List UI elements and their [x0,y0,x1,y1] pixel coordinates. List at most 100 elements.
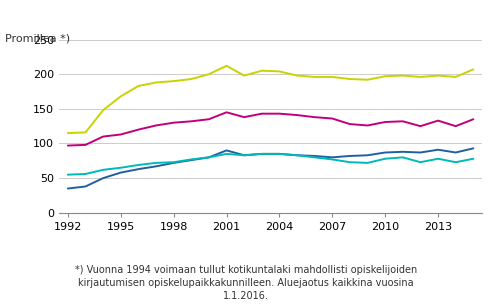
15-19 [453,151,459,154]
25-29 [382,120,388,124]
15-19 [294,154,300,157]
30-34 [382,157,388,161]
20-24 [100,109,106,112]
20-24 [223,64,229,68]
25-29 [435,119,441,123]
15-19 [277,152,282,156]
30-34 [259,152,265,156]
25-29 [294,113,300,117]
15-19 [365,154,370,157]
25-29 [329,117,335,120]
30-34 [206,156,212,159]
25-29 [470,117,476,121]
30-34 [365,161,370,165]
20-24 [153,81,159,84]
15-19 [135,167,141,171]
15-19 [470,147,476,150]
20-24 [259,69,265,73]
25-29 [153,124,159,127]
15-19 [223,149,229,152]
25-29 [347,122,353,126]
25-29 [135,128,141,131]
20-24 [329,75,335,79]
30-34 [470,157,476,161]
25-29 [312,115,318,119]
Line: 30-34: 30-34 [68,154,473,175]
20-24 [171,79,177,83]
20-24 [347,77,353,81]
30-34 [277,152,282,156]
15-19 [171,161,177,165]
25-29 [418,124,424,128]
30-34 [453,161,459,164]
15-19 [153,164,159,168]
15-19 [241,154,247,157]
15-19 [329,156,335,159]
20-24 [418,75,424,79]
25-29 [171,121,177,125]
30-34 [188,157,194,161]
25-29 [400,119,406,123]
30-34 [83,172,89,176]
Text: Promillea *): Promillea *) [5,33,70,43]
25-29 [453,124,459,128]
15-19 [206,156,212,159]
15-19 [347,154,353,158]
15-19 [118,171,123,174]
20-24 [83,131,89,134]
30-34 [118,166,123,170]
30-34 [435,157,441,161]
20-24 [135,84,141,88]
25-29 [365,124,370,127]
30-34 [223,152,229,156]
25-29 [241,115,247,119]
20-24 [400,74,406,78]
Text: *) Vuonna 1994 voimaan tullut kotikuntalaki mahdollisti opiskelijoiden
kirjautum: *) Vuonna 1994 voimaan tullut kotikuntal… [75,264,417,301]
15-19 [100,176,106,180]
25-29 [206,117,212,121]
20-24 [435,74,441,78]
25-29 [83,143,89,147]
20-24 [65,131,71,135]
25-29 [188,119,194,123]
30-34 [294,154,300,157]
25-29 [65,144,71,147]
30-34 [65,173,71,177]
15-19 [312,154,318,158]
15-19 [382,151,388,154]
15-19 [65,187,71,190]
30-34 [418,161,424,164]
30-34 [347,161,353,164]
30-34 [100,168,106,172]
30-34 [135,163,141,167]
25-29 [100,135,106,138]
25-29 [259,112,265,116]
15-19 [400,150,406,154]
30-34 [171,161,177,164]
20-24 [365,78,370,81]
20-24 [277,70,282,73]
25-29 [118,133,123,136]
20-24 [188,77,194,81]
30-34 [329,157,335,161]
15-19 [188,158,194,162]
20-24 [453,75,459,79]
30-34 [312,156,318,159]
20-24 [241,74,247,78]
15-19 [83,185,89,188]
20-24 [118,95,123,98]
15-19 [418,151,424,154]
25-29 [277,112,282,116]
Line: 25-29: 25-29 [68,112,473,146]
30-34 [241,154,247,157]
15-19 [259,152,265,156]
20-24 [382,74,388,78]
Line: 15-19: 15-19 [68,148,473,188]
20-24 [206,72,212,76]
20-24 [294,74,300,78]
15-19 [435,148,441,152]
20-24 [312,75,318,79]
30-34 [153,161,159,165]
Line: 20-24: 20-24 [68,66,473,133]
25-29 [223,110,229,114]
